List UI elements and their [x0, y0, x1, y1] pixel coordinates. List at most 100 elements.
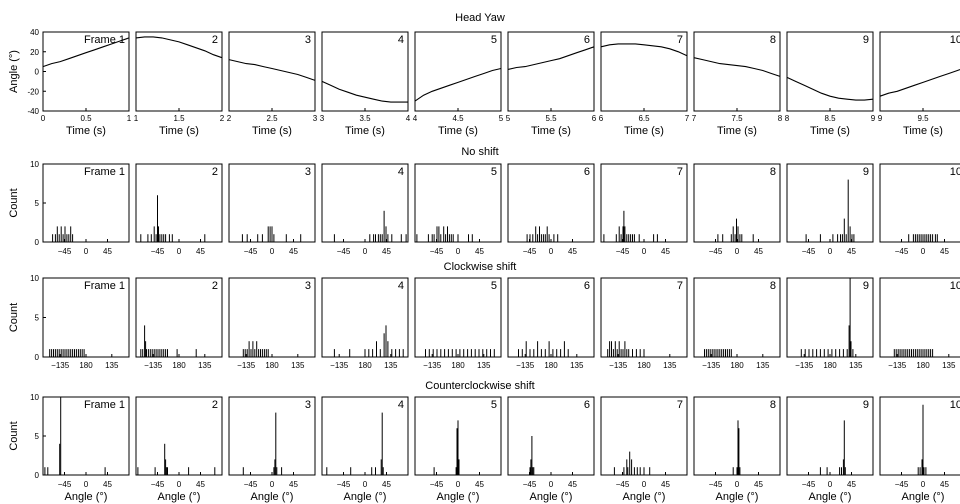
panel-2-1: Frame 1 −45 0 45 [42, 163, 130, 256]
x-tick-label: 8 [785, 114, 790, 123]
y-tick-label: 5 [35, 199, 40, 208]
panel-frame [135, 277, 223, 358]
x-tick-label: −45 [802, 247, 816, 256]
panel-label: 3 [305, 166, 311, 178]
x-tick-label: −45 [58, 247, 72, 256]
x-tick-label: −45 [895, 247, 909, 256]
panel-label: 2 [212, 166, 218, 178]
x-tick-label: −45 [895, 480, 909, 489]
panel-1-9: 9 8 8.5 9 Time (s) [785, 31, 876, 137]
x-tick-label: −135 [330, 361, 349, 370]
x-tick-label: −45 [616, 247, 630, 256]
x-tick-label: 0 [177, 480, 182, 489]
panel-3-4: 4 −135 180 135 [321, 277, 409, 370]
x-tick-label: 0 [363, 480, 368, 489]
yaw-series-line [321, 80, 408, 103]
panel-label: 9 [863, 166, 869, 178]
x-tick-label: 1.5 [173, 114, 185, 123]
x-tick-label: −45 [337, 480, 351, 489]
yaw-series-line [693, 57, 781, 77]
x-tick-label: 45 [382, 480, 391, 489]
yaw-series-line [600, 43, 688, 57]
x-tick-label: 45 [568, 247, 577, 256]
panel-label: 9 [863, 399, 869, 411]
x-axis-label: Time (s) [717, 125, 757, 137]
panel-label: 10 [950, 34, 960, 46]
x-tick-label: −45 [58, 480, 72, 489]
x-axis-label: Time (s) [66, 125, 106, 137]
panel-label: 8 [770, 166, 776, 178]
x-tick-label: 45 [382, 247, 391, 256]
x-tick-label: 45 [847, 480, 856, 489]
row-title: Counterclockwise shift [425, 380, 534, 392]
y-tick-label: 5 [35, 314, 40, 323]
panel-label: 6 [584, 399, 590, 411]
panel-4-3: 3 −45 0 45 Angle (°) [228, 396, 316, 503]
panel-label: Frame 1 [84, 34, 125, 46]
x-tick-label: 5 [499, 114, 504, 123]
x-tick-label: 8 [778, 114, 783, 123]
panel-label: Frame 1 [84, 399, 125, 411]
x-axis-label: Angle (°) [344, 491, 387, 503]
panel-2-6: 6 −45 0 45 [507, 163, 595, 256]
x-tick-label: −135 [237, 361, 256, 370]
x-tick-label: 5.5 [545, 114, 557, 123]
panel-frame [507, 163, 595, 243]
panel-3-5: 5 −135 180 135 [414, 277, 502, 370]
panel-4-4: 4 −45 0 45 Angle (°) [321, 396, 409, 503]
x-tick-label: 135 [198, 361, 212, 370]
panel-frame [600, 396, 688, 476]
x-tick-label: 4 [413, 114, 418, 123]
panel-3-7: 7 −135 180 135 [600, 277, 688, 370]
chart-row-3: Clockwise shift Count 10 5 0 Frame 1 −135 180 13… [8, 261, 960, 370]
x-tick-label: −45 [151, 247, 165, 256]
panel-label: 3 [305, 280, 311, 292]
x-tick-label: 0 [921, 247, 926, 256]
x-tick-label: 180 [79, 361, 93, 370]
panel-2-2: 2 −45 0 45 [135, 163, 223, 256]
x-tick-label: 0 [549, 247, 554, 256]
panel-frame [600, 277, 688, 358]
x-tick-label: 9 [871, 114, 876, 123]
x-axis-label: Angle (°) [251, 491, 294, 503]
x-tick-label: 180 [265, 361, 279, 370]
yaw-series-line [135, 36, 223, 59]
x-axis-label: Angle (°) [809, 491, 852, 503]
panel-frame [135, 31, 223, 112]
panel-frame [135, 396, 223, 476]
panel-frame [228, 31, 316, 112]
panel-4-6: 6 −45 0 45 Angle (°) [507, 396, 595, 503]
x-tick-label: −135 [888, 361, 907, 370]
panel-label: 9 [863, 34, 869, 46]
panel-frame [693, 396, 781, 476]
x-tick-label: 45 [475, 480, 484, 489]
panel-label: 2 [212, 399, 218, 411]
panel-2-7: 7 −45 0 45 [600, 163, 688, 256]
row-title: Head Yaw [455, 12, 505, 24]
x-tick-label: −45 [802, 480, 816, 489]
panel-2-5: 5 −45 0 45 [414, 163, 502, 256]
x-tick-label: 2.5 [266, 114, 278, 123]
panel-1-4: 4 3 3.5 4 Time (s) [320, 31, 411, 137]
panel-1-3: 3 2 2.5 3 Time (s) [227, 31, 318, 137]
x-tick-label: −45 [523, 247, 537, 256]
panel-4-7: 7 −45 0 45 Angle (°) [600, 396, 688, 503]
panel-label: 10 [950, 280, 960, 292]
panel-2-8: 8 −45 0 45 [693, 163, 781, 256]
panel-4-5: 5 −45 0 45 Angle (°) [414, 396, 502, 503]
panel-3-6: 6 −135 180 135 [507, 277, 595, 370]
y-axis-label: Angle (°) [8, 50, 20, 93]
y-tick-label: 10 [30, 274, 39, 283]
x-tick-label: 180 [172, 361, 186, 370]
panel-frame [228, 396, 316, 476]
panel-label: 8 [770, 280, 776, 292]
x-tick-label: 0 [921, 480, 926, 489]
panel-frame [786, 277, 874, 358]
x-tick-label: 7 [685, 114, 690, 123]
x-tick-label: 135 [663, 361, 677, 370]
x-tick-label: 45 [289, 480, 298, 489]
x-tick-label: 0 [84, 247, 89, 256]
panel-1-6: 6 5 5.5 6 Time (s) [506, 31, 597, 137]
